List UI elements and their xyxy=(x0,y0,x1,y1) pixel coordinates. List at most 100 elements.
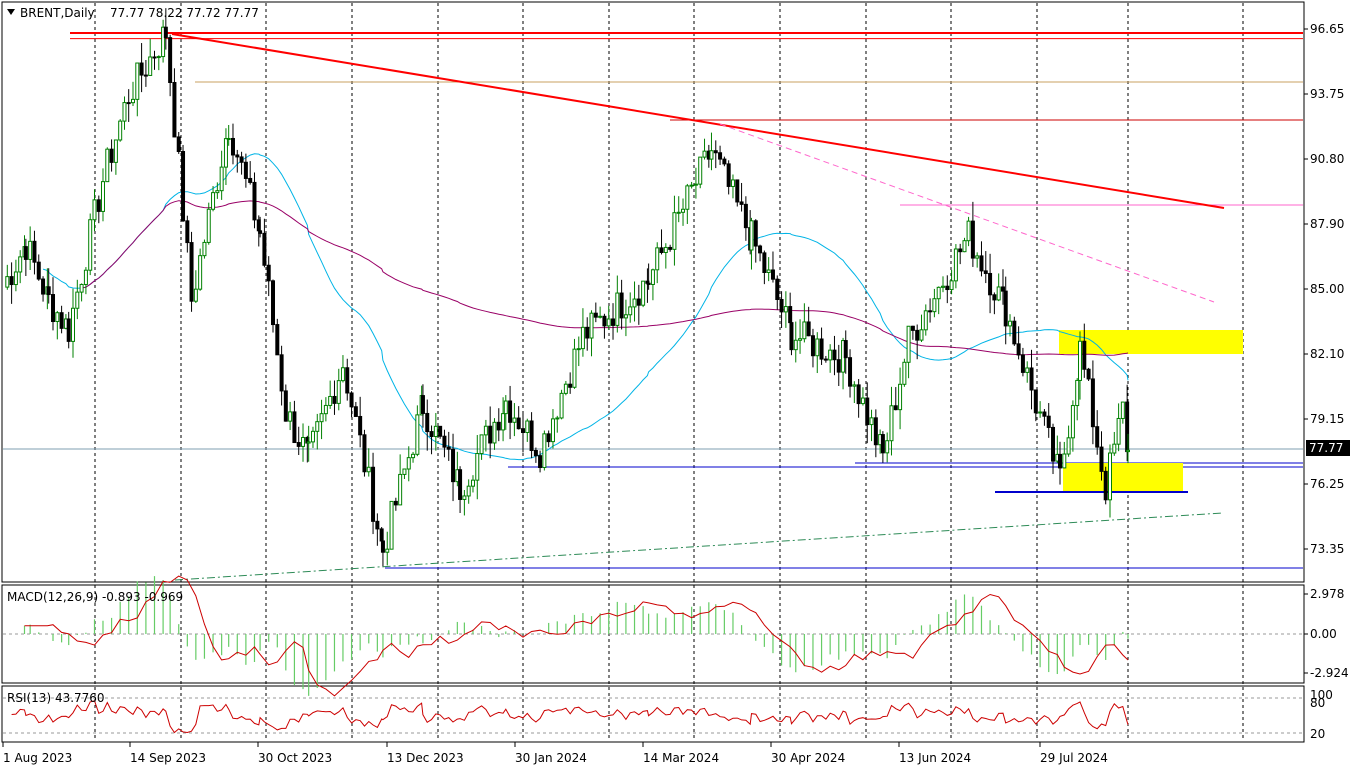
candle-body xyxy=(693,183,698,186)
price-tick: 90.80 xyxy=(1310,152,1344,166)
candle-body xyxy=(585,326,590,339)
candle-body xyxy=(1112,443,1117,454)
macd-label: MACD(12,26,9) -0.893 -0.969 xyxy=(7,590,183,604)
candle-body xyxy=(243,161,248,179)
candle-body xyxy=(949,280,954,291)
candle-body xyxy=(23,246,28,260)
candle-body xyxy=(415,414,420,455)
rsi-pane-frame xyxy=(1,685,1305,743)
candle-body xyxy=(542,433,547,469)
candle-body xyxy=(100,181,105,212)
candle-body xyxy=(898,383,903,411)
candle-body xyxy=(615,292,620,326)
candle-body xyxy=(910,325,915,331)
candle-body xyxy=(288,411,293,422)
candle-body xyxy=(1066,437,1071,455)
candle-body xyxy=(59,312,64,329)
candle-body xyxy=(828,349,833,361)
candle-body xyxy=(1075,379,1080,407)
candle-body xyxy=(279,354,284,392)
candle-body xyxy=(479,434,484,455)
candle-body xyxy=(659,247,664,253)
candle-body xyxy=(992,294,997,301)
candle-body xyxy=(836,359,841,373)
candle-body xyxy=(172,81,177,138)
candle-body xyxy=(598,315,603,318)
candle-body xyxy=(1029,367,1034,391)
candle-body xyxy=(271,280,276,326)
candle-body xyxy=(775,278,780,300)
candle-body xyxy=(36,261,41,280)
candle-body xyxy=(1077,340,1082,381)
candle-body xyxy=(852,384,857,387)
candle-body xyxy=(516,417,521,430)
candle-body xyxy=(983,270,988,274)
candle-body xyxy=(126,102,131,105)
candle-body xyxy=(1116,417,1121,445)
candle-body xyxy=(18,256,23,273)
candle-body xyxy=(1090,378,1095,428)
candle-body xyxy=(458,469,463,500)
candle-body xyxy=(1003,290,1008,327)
candle-body xyxy=(362,434,367,473)
candle-body xyxy=(319,413,324,423)
candle-body xyxy=(143,74,148,77)
current-price-tag xyxy=(1306,440,1350,456)
symbol-label[interactable]: BRENT,Daily xyxy=(20,6,95,20)
symbol-dropdown-icon[interactable] xyxy=(7,9,15,15)
candle-body xyxy=(275,324,280,356)
candle-body xyxy=(576,348,581,351)
macd-indicator xyxy=(23,575,1129,697)
candle-body xyxy=(698,156,703,185)
candle-body xyxy=(92,199,97,221)
candle-body xyxy=(735,179,740,203)
candle-body xyxy=(559,392,564,419)
date-label: 30 Jan 2024 xyxy=(515,751,587,765)
candle-body xyxy=(109,148,114,163)
candle-body xyxy=(1020,354,1025,373)
candle-body xyxy=(758,245,763,254)
candle-body xyxy=(215,190,220,194)
date-label: 30 Apr 2024 xyxy=(771,751,845,765)
candle-body xyxy=(88,219,93,271)
candle-body xyxy=(1025,367,1030,373)
candle-body xyxy=(806,321,811,337)
candle-body xyxy=(429,431,434,438)
candle-body xyxy=(533,450,538,457)
candle-body xyxy=(406,457,411,470)
candle-body xyxy=(996,286,1001,301)
candle-body xyxy=(380,540,385,553)
date-label: 13 Dec 2023 xyxy=(387,751,464,765)
macd-tick: -2.924 xyxy=(1310,666,1349,680)
price-tick: 76.25 xyxy=(1310,477,1344,491)
candle-body xyxy=(975,255,980,259)
candle-body xyxy=(793,339,798,351)
candle-body xyxy=(152,56,157,59)
candle-body xyxy=(55,312,60,323)
candle-body xyxy=(563,383,568,394)
candle-body xyxy=(873,417,878,446)
candle-body xyxy=(940,285,945,288)
candle-body xyxy=(345,367,350,394)
candle-body xyxy=(936,286,941,300)
candle-body xyxy=(672,212,677,250)
candle-body xyxy=(953,248,958,282)
candle-body xyxy=(619,292,624,319)
candle-body xyxy=(328,395,333,406)
candle-body xyxy=(41,278,46,295)
candle-body xyxy=(1126,449,1130,453)
candle-body xyxy=(168,37,173,83)
candle-body xyxy=(353,406,358,417)
candle-body xyxy=(389,500,394,550)
candle-body xyxy=(239,156,244,163)
candle-body xyxy=(555,417,560,420)
candle-body xyxy=(211,192,216,210)
candle-body xyxy=(189,242,194,302)
candle-body xyxy=(235,154,240,158)
date-label: 30 Oct 2023 xyxy=(258,751,332,765)
candle-body xyxy=(71,307,76,342)
date-label: 1 Aug 2023 xyxy=(3,751,72,765)
macd-axis: 2.978 0.00 -2.924 xyxy=(1304,587,1349,680)
candle-body xyxy=(1046,415,1051,428)
